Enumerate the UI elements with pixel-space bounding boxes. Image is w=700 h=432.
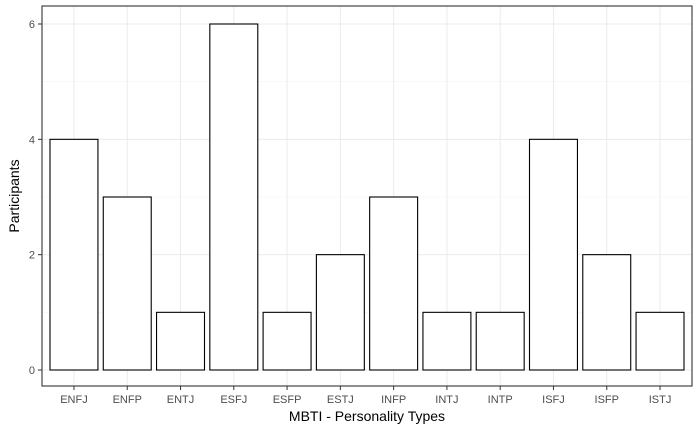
- x-tick-label: INTJ: [435, 394, 458, 406]
- x-tick-label: ESFJ: [220, 394, 247, 406]
- bar-isfj: [528, 138, 579, 371]
- y-tick-label: 6: [29, 19, 35, 31]
- x-tick-label: INTP: [488, 394, 513, 406]
- x-tick-label: ENFP: [113, 394, 142, 406]
- x-axis: ENFJ ENFP ENTJ ESFJ ESFP ESTJ INFP INTJ INTP ISFJ…: [60, 386, 671, 406]
- bar-infp: [369, 196, 419, 371]
- x-tick-label: ISFP: [595, 394, 619, 406]
- x-tick-label: ENTJ: [167, 394, 195, 406]
- plot-panel-border: [41, 5, 693, 387]
- bar-enfp: [102, 196, 152, 371]
- bar-intp: [475, 311, 525, 371]
- y-tick-label: 4: [29, 134, 35, 146]
- bar-enfj: [49, 138, 99, 371]
- x-tick-label: INFP: [381, 394, 406, 406]
- bar-estj: [315, 254, 365, 371]
- bar-esfj: [209, 23, 259, 371]
- bar-istj: [635, 311, 685, 371]
- y-tick-label: 0: [29, 365, 35, 377]
- x-tick-label: ENFJ: [60, 394, 88, 406]
- x-tick-label: ISFJ: [542, 394, 565, 406]
- bar-entj: [155, 311, 206, 371]
- bar-esfp: [262, 311, 312, 371]
- y-axis-title: Participants: [6, 159, 22, 232]
- y-axis: 0 2 4 6: [29, 19, 42, 377]
- x-tick-label: ESTJ: [327, 394, 354, 406]
- bars: [49, 23, 685, 371]
- x-tick-label: ISTJ: [649, 394, 672, 406]
- x-tick-label: ESFP: [273, 394, 302, 406]
- bar-intj: [422, 311, 472, 371]
- y-tick-label: 2: [29, 250, 35, 262]
- x-axis-title: MBTI - Personality Types: [289, 408, 445, 424]
- bar-isfp: [582, 254, 632, 371]
